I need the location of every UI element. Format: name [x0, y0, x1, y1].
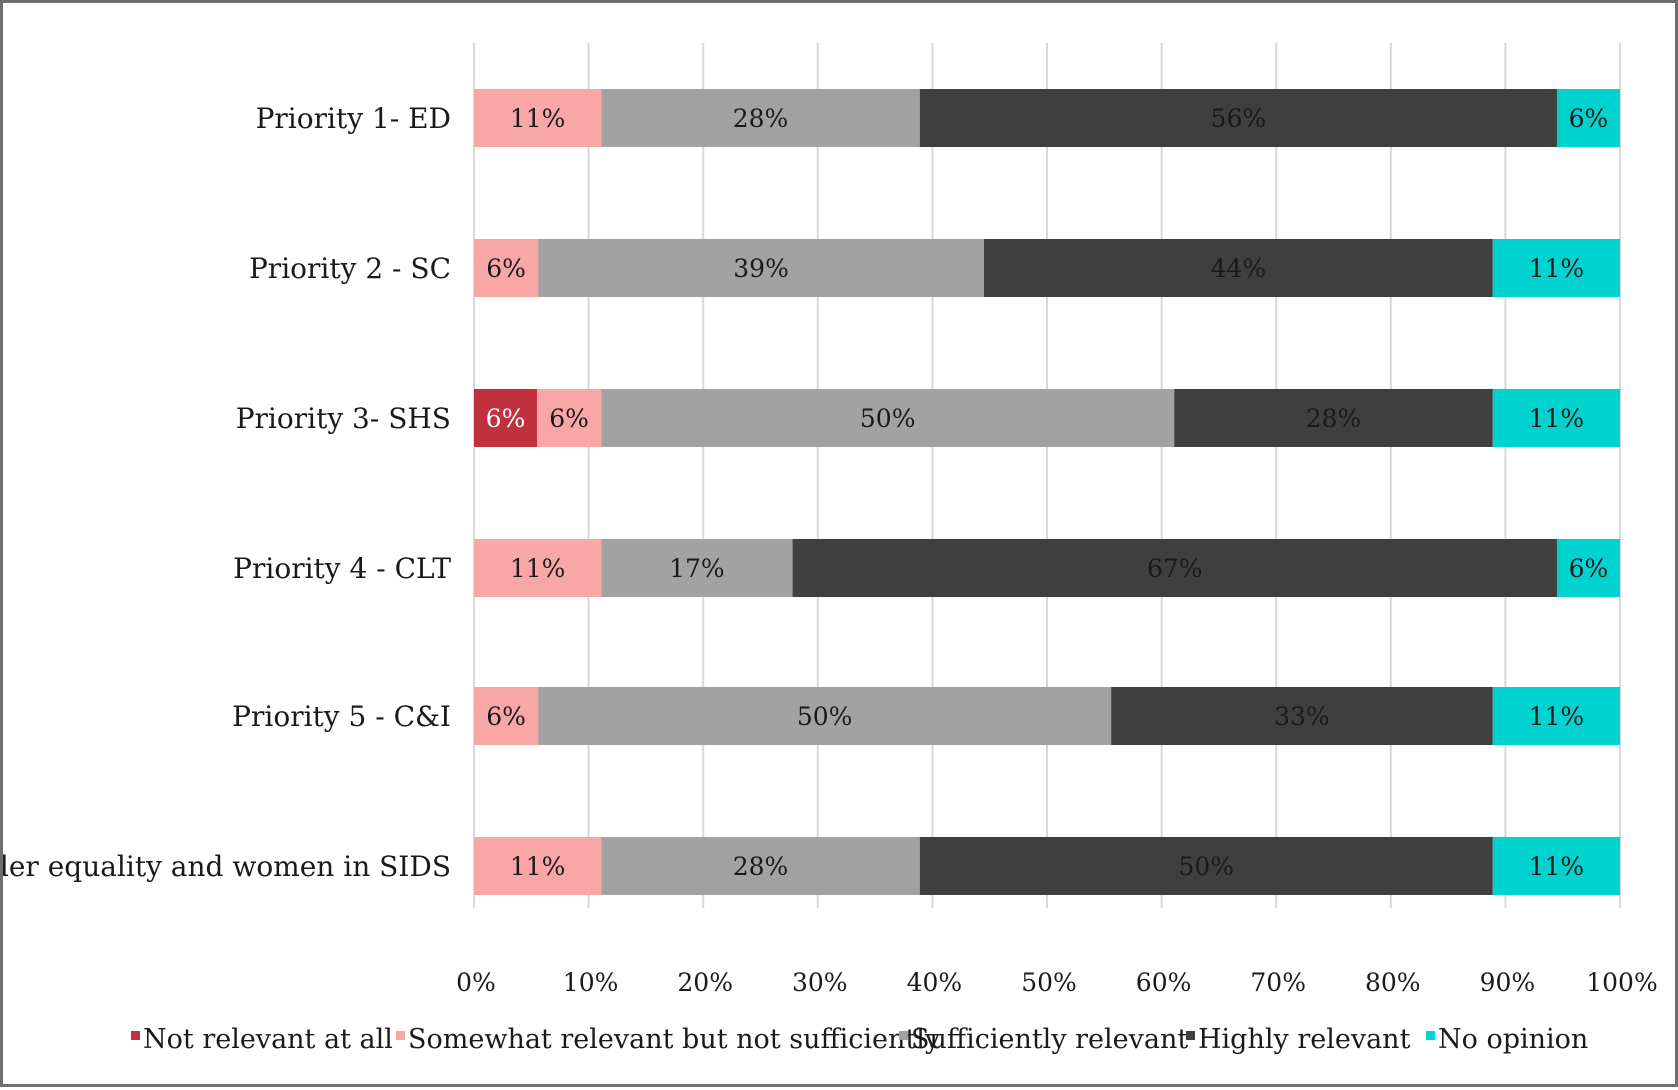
x-tick-label: 50%: [1021, 968, 1077, 997]
bar-segment: [1492, 837, 1620, 895]
data-label: 6%: [486, 254, 526, 283]
bar-segment: [474, 89, 602, 147]
legend-label: Sufficiently relevant: [911, 1024, 1188, 1055]
data-label: 17%: [669, 554, 725, 583]
data-label: 50%: [797, 702, 853, 731]
category-label: Priority 4 - CLT: [233, 552, 451, 585]
data-label: 11%: [1529, 702, 1585, 731]
legend-label: Not relevant at all: [143, 1024, 393, 1055]
bar-segment: [474, 539, 602, 597]
bar-segment: [474, 239, 539, 297]
bar-segment: [1492, 687, 1620, 745]
data-label: 11%: [1529, 404, 1585, 433]
category-label: Priority 5 - C&I: [232, 700, 451, 733]
x-tick-label: 80%: [1365, 968, 1421, 997]
x-tick-label: 0%: [456, 968, 496, 997]
x-tick-label: 10%: [563, 968, 619, 997]
legend-label: No opinion: [1438, 1024, 1588, 1055]
legend-label: Somewhat relevant but not sufficiently: [408, 1024, 941, 1055]
bar-segment: [474, 687, 539, 745]
bar-segment: [983, 239, 1493, 297]
bar-segment: [538, 687, 1112, 745]
bar-segment: [919, 89, 1557, 147]
bar-segment: [1492, 239, 1620, 297]
data-label: 11%: [1529, 254, 1585, 283]
x-tick-label: 90%: [1480, 968, 1536, 997]
bar-segment: [474, 389, 538, 447]
data-label: 39%: [733, 254, 789, 283]
data-label: 6%: [1569, 554, 1609, 583]
bar-segment: [1556, 89, 1620, 147]
data-label: 6%: [1569, 104, 1609, 133]
data-label: 6%: [549, 404, 589, 433]
x-tick-label: 100%: [1586, 968, 1657, 997]
data-label: 6%: [486, 702, 526, 731]
x-tick-label: 20%: [677, 968, 733, 997]
bar-segment: [1556, 539, 1620, 597]
x-tick-label: 40%: [907, 968, 963, 997]
data-label: 44%: [1211, 254, 1267, 283]
bar-segment: [538, 239, 984, 297]
data-label: 28%: [733, 104, 789, 133]
legend-swatch: [131, 1031, 140, 1040]
data-label: 56%: [1211, 104, 1267, 133]
data-label: 28%: [733, 852, 789, 881]
data-label: 11%: [510, 554, 566, 583]
bar-segment: [474, 837, 602, 895]
x-tick-label: 30%: [792, 968, 848, 997]
bar-segment: [1492, 389, 1620, 447]
bar-segment: [1174, 389, 1493, 447]
data-label: 50%: [860, 404, 916, 433]
x-tick-label: 60%: [1136, 968, 1192, 997]
stacked-bar-chart: 0% 10% 20% 30% 40% 50% 60% 70% 80% 90% 100% Priorit…: [3, 43, 1658, 1055]
data-label: 28%: [1306, 404, 1362, 433]
x-tick-label: 70%: [1250, 968, 1306, 997]
category-label: Gender equality and women in SIDS: [3, 850, 451, 883]
bar-segment: [919, 837, 1493, 895]
data-label: 33%: [1274, 702, 1330, 731]
data-label: 11%: [510, 104, 566, 133]
data-label: 11%: [510, 852, 566, 881]
legend-swatch: [1186, 1031, 1195, 1040]
bar-segment: [601, 837, 920, 895]
category-label: Priority 1- ED: [256, 102, 451, 135]
data-label: 67%: [1147, 554, 1203, 583]
data-label: 50%: [1179, 852, 1235, 881]
bar-segment: [792, 539, 1557, 597]
bar-segment: [601, 89, 920, 147]
bar-segment: [601, 389, 1175, 447]
data-label: 6%: [486, 404, 526, 433]
category-label: Priority 3- SHS: [236, 402, 451, 435]
data-label: 11%: [1529, 852, 1585, 881]
category-label: Priority 2 - SC: [249, 252, 451, 285]
legend-swatch: [899, 1031, 908, 1040]
legend-label: Highly relevant: [1198, 1024, 1411, 1055]
legend-swatch: [396, 1031, 405, 1040]
legend-swatch: [1426, 1031, 1435, 1040]
bar-segment: [601, 539, 793, 597]
bar-segment: [537, 389, 602, 447]
bar-segment: [1111, 687, 1493, 745]
